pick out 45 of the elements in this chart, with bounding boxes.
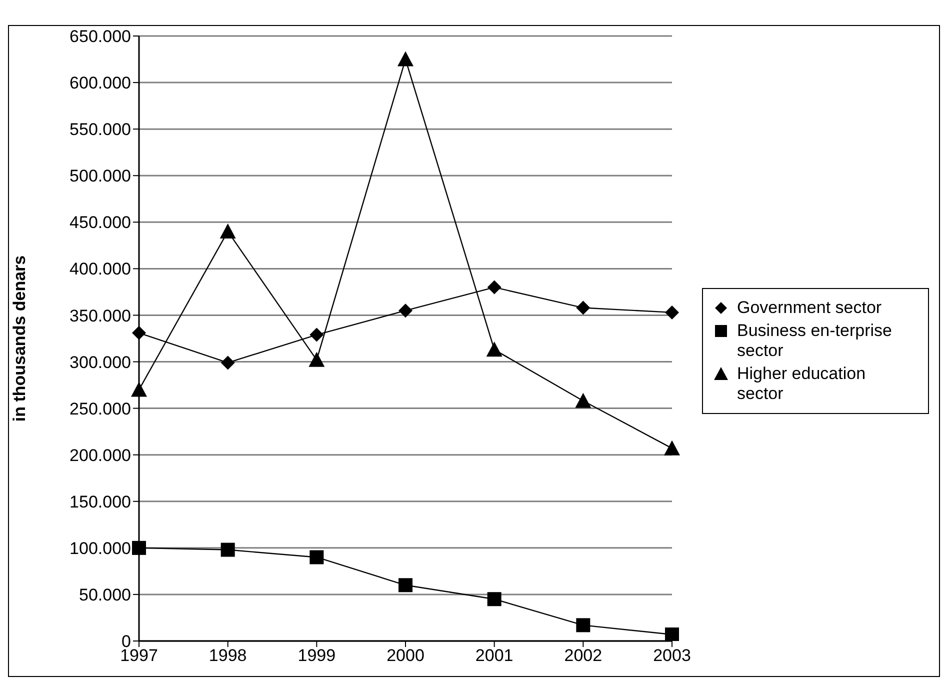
point [132,326,146,340]
y-tick-label: 400.000 [70,260,131,279]
point [220,223,236,238]
x-tick-label: 2002 [564,646,602,666]
x-tick-label: 2003 [653,646,691,666]
point [576,300,590,315]
point [575,392,592,408]
point [665,627,679,641]
y-tick-label: 100.000 [70,538,131,558]
point [576,618,590,632]
point [220,356,235,370]
point [487,592,502,606]
y-tick-label: 550.000 [70,120,131,140]
point [665,305,679,320]
point [220,542,235,557]
x-tick-label: 2000 [386,646,424,666]
y-tick-label: 50.000 [79,585,131,604]
legend-label: Business en-terprise sector [737,321,893,361]
y-tick-label: 250.000 [70,399,131,418]
point [398,578,412,592]
x-tick-label: 1997 [120,646,158,666]
point [398,304,412,318]
y-tick-label: 600.000 [70,74,131,93]
y-tick-label: 450.000 [70,213,131,232]
y-tick-label: 300.000 [70,352,131,372]
x-tick-label: 2001 [475,646,514,666]
point [664,440,680,456]
y-tick-label: 150.000 [70,492,131,512]
y-tick-label: 500.000 [70,166,131,186]
point [308,352,325,367]
point [310,328,324,342]
legend-label: Higher education sector [737,364,867,404]
y-tick-label: 350.000 [70,306,131,326]
point [132,540,146,555]
y-tick-label: 650.000 [70,27,131,46]
point [310,550,324,564]
point [487,280,502,294]
y-axis-title: in thousands denars [10,255,30,422]
x-tick-label: 1999 [298,646,336,666]
y-tick-label: 200.000 [70,446,131,465]
point [486,342,502,357]
point [131,382,147,397]
x-tick-label: 1998 [208,646,247,666]
point [398,51,414,66]
legend-label: Government sector [737,298,883,318]
